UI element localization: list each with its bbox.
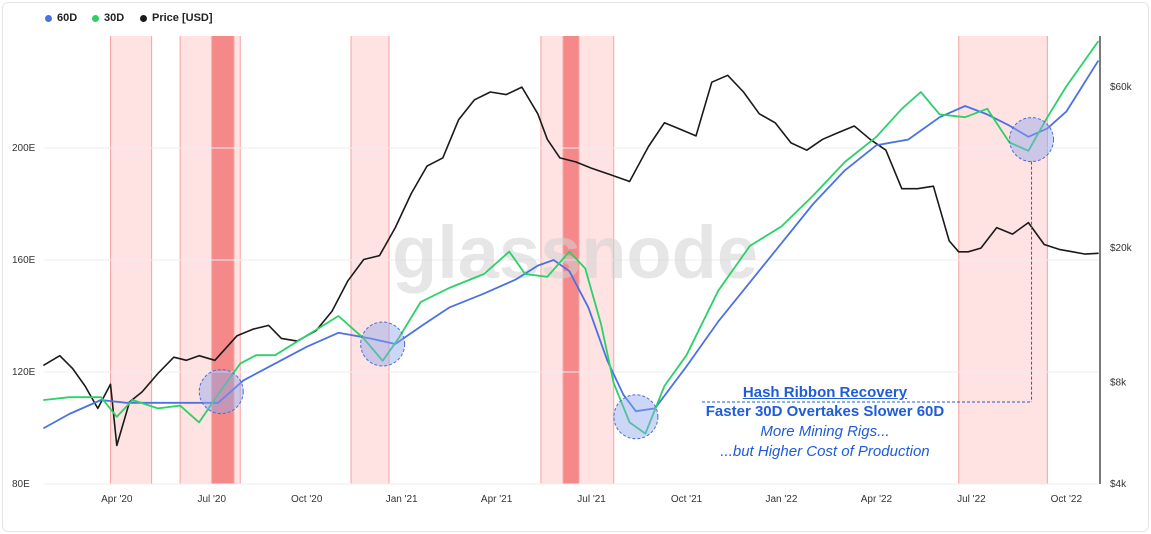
x-tick-label: Jan '22: [766, 494, 798, 505]
crossover-marker: [613, 394, 659, 440]
legend-item-price[interactable]: Price [USD]: [140, 12, 213, 24]
left-tick-label: 120E: [12, 367, 36, 378]
x-tick-label: Jul '22: [957, 494, 986, 505]
annotation-block: Hash Ribbon Recovery Faster 30D Overtake…: [700, 384, 950, 460]
crossover-marker: [360, 321, 406, 367]
legend-label-60d: 60D: [57, 12, 78, 24]
crossover-marker: [1009, 117, 1055, 163]
legend-dot-60d-icon: [45, 14, 52, 22]
annotation-line-4: ...but Higher Cost of Production: [720, 443, 930, 460]
right-tick-label: $8k: [1110, 377, 1127, 388]
x-tick-label: Apr '21: [481, 494, 513, 505]
x-tick-label: Jul '21: [577, 494, 606, 505]
left-tick-label: 200E: [12, 143, 36, 154]
right-tick-label: $20k: [1110, 243, 1133, 254]
annotation-line-3: More Mining Rigs...: [760, 423, 890, 440]
x-tick-label: Apr '22: [861, 494, 893, 505]
right-tick-label: $4k: [1110, 479, 1127, 490]
right-tick-label: $60k: [1110, 82, 1133, 93]
legend-label-price: Price [USD]: [152, 12, 213, 24]
x-tick-label: Oct '21: [671, 494, 703, 505]
x-tick-label: Apr '20: [101, 494, 133, 505]
left-tick-label: 80E: [12, 479, 30, 490]
legend-item-30d[interactable]: 30D: [92, 12, 124, 24]
x-tick-label: Jul '20: [197, 494, 226, 505]
annotation-line-2: Faster 30D Overtakes Slower 60D: [705, 403, 945, 420]
series-line-60d: [43, 60, 1099, 429]
legend-dot-price-icon: [140, 14, 147, 22]
x-tick-label: Jan '21: [386, 494, 418, 505]
series-line-price: [43, 74, 1099, 447]
x-tick-label: Oct '22: [1051, 494, 1083, 505]
legend-label-30d: 30D: [104, 12, 125, 24]
x-tick-label: Oct '20: [291, 494, 323, 505]
annotation-title: Hash Ribbon Recovery: [742, 384, 908, 401]
legend-item-60d[interactable]: 60D: [45, 12, 77, 24]
crossover-marker: [198, 369, 244, 415]
series-line-30d: [43, 40, 1099, 435]
left-tick-label: 160E: [12, 255, 36, 266]
legend-dot-30d-icon: [92, 14, 99, 22]
